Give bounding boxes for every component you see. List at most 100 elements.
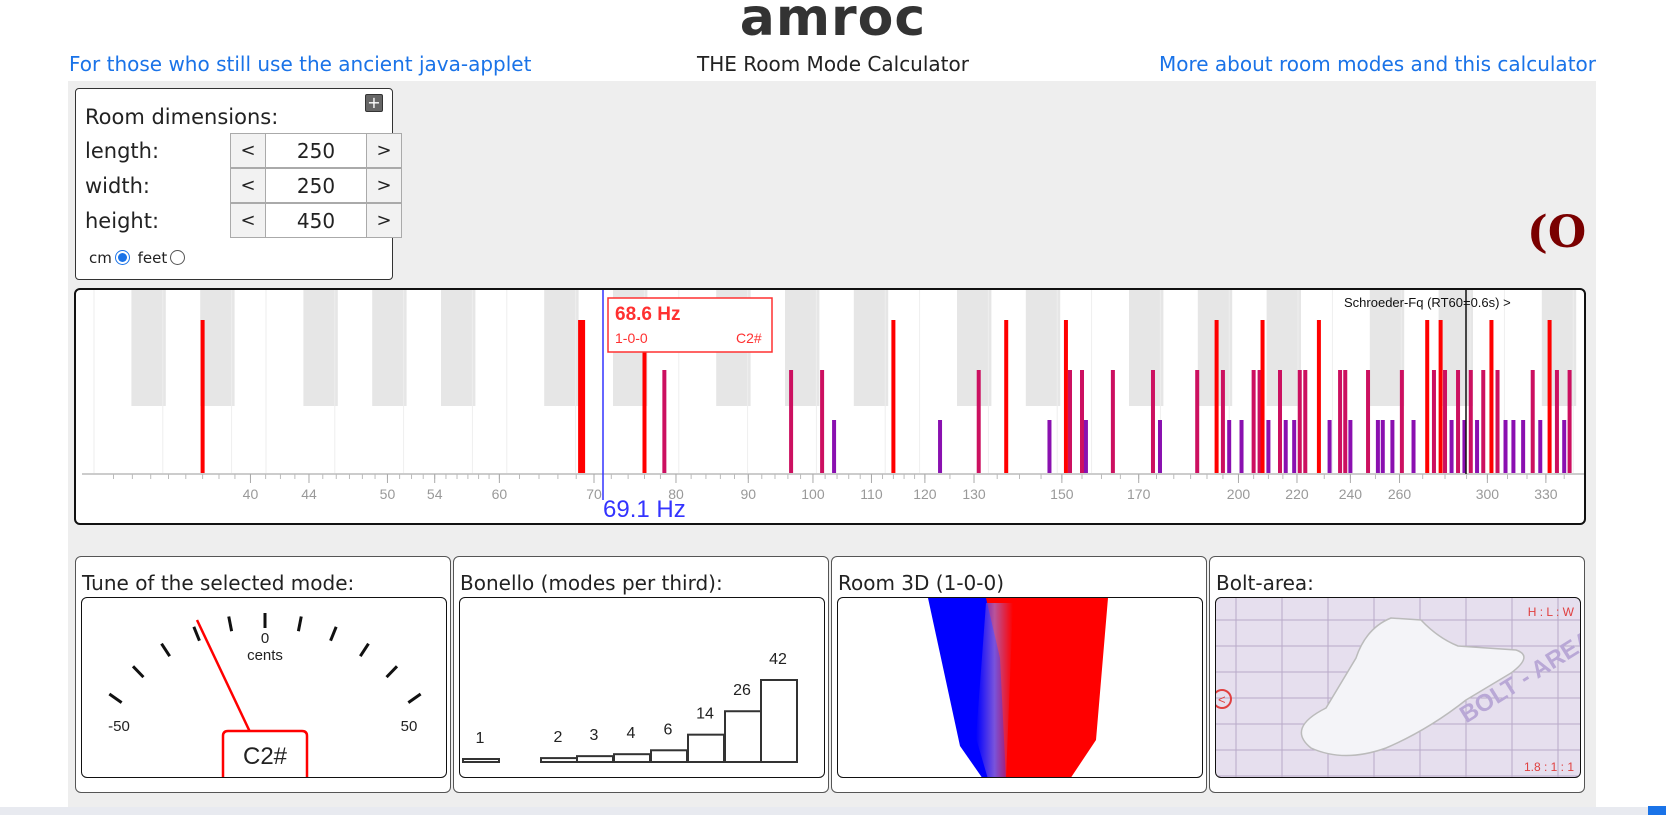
mode-line-oblique[interactable] xyxy=(938,420,943,474)
mode-line-tangential[interactable] xyxy=(1366,370,1371,474)
mode-line-oblique[interactable] xyxy=(1475,420,1480,474)
width-input[interactable] xyxy=(265,168,367,203)
bonello-value: 26 xyxy=(733,682,751,699)
mode-line-tangential[interactable] xyxy=(1277,370,1282,474)
mode-line-oblique[interactable] xyxy=(1292,420,1297,474)
unit-feet-radio[interactable] xyxy=(170,250,186,265)
mode-line-tangential[interactable] xyxy=(1297,370,1302,474)
mode-line-oblique[interactable] xyxy=(1227,420,1232,474)
corner-widget[interactable] xyxy=(1648,806,1666,815)
mode-line-oblique[interactable] xyxy=(1157,420,1162,474)
mode-line-tangential[interactable] xyxy=(1195,370,1200,474)
tuner-tick xyxy=(329,626,338,642)
unit-cm-radio[interactable] xyxy=(114,250,130,265)
mode-line-axial[interactable] xyxy=(891,320,896,474)
about-room-modes-link[interactable]: More about room modes and this calculato… xyxy=(1158,52,1596,76)
height-increase-button[interactable]: > xyxy=(366,203,402,238)
mode-line-oblique[interactable] xyxy=(1411,420,1416,474)
mode-line-axial[interactable] xyxy=(200,320,205,474)
bonello-value: 2 xyxy=(554,729,563,746)
mode-lines[interactable] xyxy=(200,320,1572,474)
mode-line-oblique[interactable] xyxy=(1562,420,1567,474)
mode-line-oblique[interactable] xyxy=(1327,420,1332,474)
room3d-view[interactable] xyxy=(837,597,1203,778)
mode-line-oblique[interactable] xyxy=(1375,420,1380,474)
mode-line-tangential[interactable] xyxy=(789,370,794,474)
mode-line-oblique[interactable] xyxy=(1266,420,1271,474)
mode-line-tangential[interactable] xyxy=(1567,370,1572,474)
mode-line-axial[interactable] xyxy=(1425,320,1430,474)
tuner-note: C2# xyxy=(243,743,288,770)
mode-line-tangential[interactable] xyxy=(1067,370,1072,474)
mode-line-tangential[interactable] xyxy=(1220,370,1225,474)
tick-label: 100 xyxy=(801,486,825,502)
mode-line-oblique[interactable] xyxy=(1511,420,1516,474)
mode-line-axial[interactable] xyxy=(1438,320,1443,474)
length-input[interactable] xyxy=(265,133,367,168)
mode-line-axial[interactable] xyxy=(1260,320,1265,474)
length-decrease-button[interactable]: < xyxy=(230,133,266,168)
mode-line-oblique[interactable] xyxy=(1503,420,1508,474)
mode-line-oblique[interactable] xyxy=(1380,420,1385,474)
mode-line-axial[interactable] xyxy=(1214,320,1219,474)
mode-line-tangential[interactable] xyxy=(1150,370,1155,474)
mode-line-oblique[interactable] xyxy=(1462,420,1467,474)
bonello-value: 4 xyxy=(627,725,636,742)
mode-line-tangential[interactable] xyxy=(662,370,667,474)
mode-line-tangential[interactable] xyxy=(1468,370,1473,474)
mode-line-oblique[interactable] xyxy=(1283,420,1288,474)
mode-line-oblique[interactable] xyxy=(1047,420,1052,474)
mode-line-oblique[interactable] xyxy=(1390,420,1395,474)
width-label: width: xyxy=(85,174,150,198)
mode-line-axial[interactable] xyxy=(1316,320,1321,474)
mode-line-tangential[interactable] xyxy=(1443,370,1448,474)
bolt-area-view[interactable]: BOLT - AREA H : L : W 1.8 : 1 : 1 < xyxy=(1215,597,1581,778)
mode-line-tangential[interactable] xyxy=(1399,370,1404,474)
height-input[interactable] xyxy=(265,203,367,238)
mode-line-oblique[interactable] xyxy=(1449,420,1454,474)
mode-line-axial[interactable] xyxy=(1063,320,1068,474)
expand-plus-button[interactable]: + xyxy=(365,94,383,112)
mode-line-tangential[interactable] xyxy=(1456,370,1461,474)
mode-line-axial[interactable] xyxy=(1004,320,1009,474)
tuner-max-label: 50 xyxy=(401,718,418,735)
mode-line-tangential[interactable] xyxy=(1343,370,1348,474)
mode-line-tangential[interactable] xyxy=(820,370,825,474)
mode-line-oblique[interactable] xyxy=(1348,420,1353,474)
mode-line-tangential[interactable] xyxy=(1303,370,1308,474)
mode-line-tangential[interactable] xyxy=(1431,370,1436,474)
mode-line-tangential[interactable] xyxy=(1110,370,1115,474)
mode-line-tangential[interactable] xyxy=(1251,370,1256,474)
mode-spectrum[interactable]: 40 44 50 54 60 70 80 90 100 110 120 130 150 170 200 220… xyxy=(74,288,1586,525)
mode-line-tangential[interactable] xyxy=(1554,370,1559,474)
bottom-scrollbar[interactable] xyxy=(0,807,1666,815)
tick-label: 330 xyxy=(1534,486,1558,502)
bolt-left-icon[interactable] xyxy=(1216,689,1232,709)
mode-line-axial[interactable] xyxy=(1547,320,1552,474)
mode-line-tangential[interactable] xyxy=(1257,370,1262,474)
mode-line-oblique[interactable] xyxy=(1521,420,1526,474)
mode-line-tangential[interactable] xyxy=(1338,370,1343,474)
java-applet-link[interactable]: For those who still use the ancient java… xyxy=(69,52,532,76)
length-increase-button[interactable]: > xyxy=(366,133,402,168)
mode-line-oblique[interactable] xyxy=(1083,420,1088,474)
mode-line-tangential[interactable] xyxy=(976,370,981,474)
mode-line-tangential[interactable] xyxy=(1481,370,1486,474)
width-increase-button[interactable]: > xyxy=(366,168,402,203)
mode-line-oblique[interactable] xyxy=(1239,420,1244,474)
mode-line-axial[interactable] xyxy=(578,320,586,474)
width-decrease-button[interactable]: < xyxy=(230,168,266,203)
mode-line-axial[interactable] xyxy=(1489,320,1494,474)
height-decrease-button[interactable]: < xyxy=(230,203,266,238)
bolt-left-icon-glyph: < xyxy=(1218,692,1226,707)
tick-label: 260 xyxy=(1388,486,1412,502)
mode-line-oblique[interactable] xyxy=(832,420,837,474)
mode-line-tangential[interactable] xyxy=(1495,370,1500,474)
mode-line-oblique[interactable] xyxy=(1538,420,1543,474)
room3d-blend xyxy=(976,603,1013,777)
mode-line-tangential[interactable] xyxy=(1079,370,1084,474)
tuner-svg: 0 cents -50 50 C2# xyxy=(108,613,422,777)
tick-label: 150 xyxy=(1050,486,1074,502)
mode-line-axial[interactable] xyxy=(642,350,647,474)
mode-line-tangential[interactable] xyxy=(1530,370,1535,474)
